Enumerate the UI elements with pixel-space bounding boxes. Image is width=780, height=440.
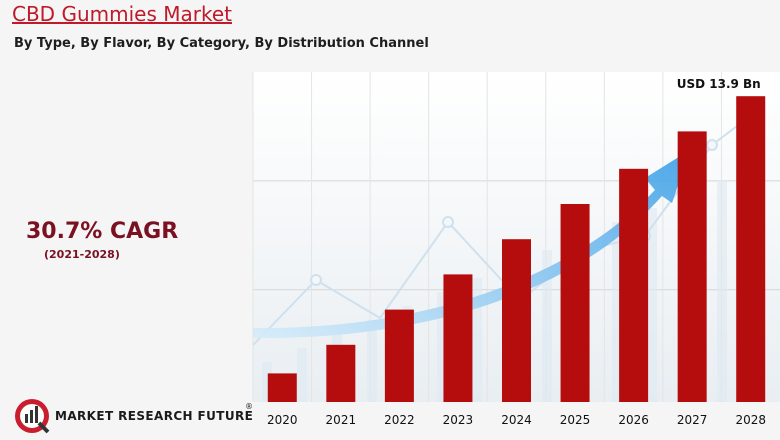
- x-tick-2020: 2020: [267, 413, 298, 427]
- bars-group: [267, 96, 766, 402]
- brand-name: MARKET RESEARCH FUTURE: [55, 409, 254, 423]
- bar-2020: [267, 373, 297, 402]
- x-tick-2028: 2028: [735, 413, 766, 427]
- chart-title: CBD Gummies Market: [12, 2, 232, 26]
- data-labels: USD 13.9 Bn: [677, 77, 761, 91]
- bar-2022: [384, 309, 414, 402]
- bar-2024: [502, 239, 531, 402]
- cagr-value: 30.7% CAGR: [26, 219, 179, 244]
- decor-trend-point: [442, 216, 454, 228]
- decor-column: [297, 348, 307, 402]
- decor-column: [542, 250, 552, 402]
- decor-column: [717, 180, 727, 402]
- x-tick-2027: 2027: [677, 413, 708, 427]
- data-label-2028: USD 13.9 Bn: [677, 77, 761, 91]
- cagr-period: (2021-2028): [44, 248, 120, 261]
- bar-2028: [736, 96, 766, 402]
- bar-2026: [619, 168, 649, 402]
- x-tick-2023: 2023: [443, 413, 474, 427]
- brand-reg-mark: ®: [245, 402, 253, 411]
- x-tick-2025: 2025: [560, 413, 591, 427]
- decor-column: [647, 208, 657, 402]
- decor-column: [472, 278, 482, 402]
- x-tick-2026: 2026: [618, 413, 649, 427]
- bar-2027: [677, 131, 707, 402]
- decor-column: [262, 362, 272, 402]
- chart-subtitle: By Type, By Flavor, By Category, By Dist…: [14, 36, 429, 51]
- x-tick-2021: 2021: [326, 413, 357, 427]
- x-tick-2024: 2024: [501, 413, 532, 427]
- brand-logo-icon: [15, 399, 50, 434]
- decor-trend-point: [310, 274, 322, 286]
- decor-column: [437, 292, 447, 402]
- bar-2023: [443, 274, 473, 402]
- x-axis-ticks: 2020 2021 2022 2023 2024 2025 2026 2027 2028: [267, 413, 766, 427]
- x-tick-2022: 2022: [384, 413, 415, 427]
- decor-column: [612, 222, 622, 402]
- decor-column: [367, 320, 377, 402]
- bar-2021: [326, 344, 356, 402]
- bar-2025: [560, 204, 590, 402]
- decor-trend-point: [706, 139, 718, 151]
